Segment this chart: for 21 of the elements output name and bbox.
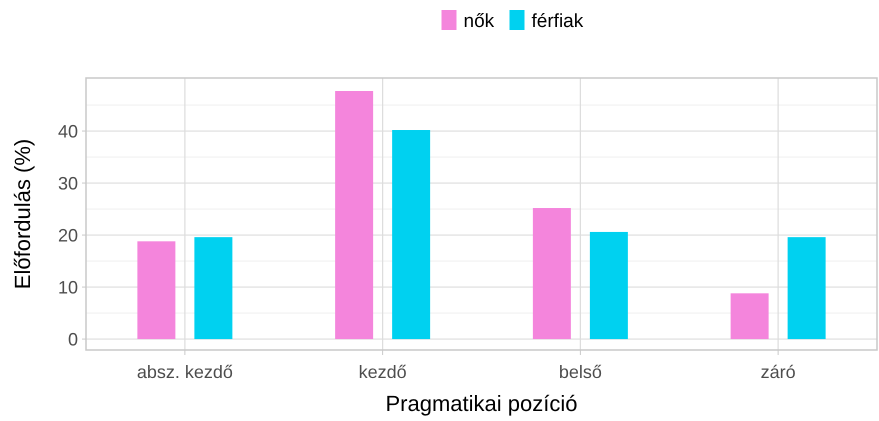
x-tick-label: záró bbox=[760, 362, 796, 382]
x-tick-label: absz. kezdő bbox=[136, 362, 233, 382]
y-axis-title: Előfordulás (%) bbox=[10, 138, 35, 290]
bar bbox=[590, 232, 628, 340]
y-tick-label: 30 bbox=[58, 173, 78, 194]
x-tick-label: belső bbox=[558, 362, 602, 382]
legend-label: férfiak bbox=[532, 11, 584, 32]
y-tick-label: 0 bbox=[68, 329, 78, 350]
bar bbox=[392, 130, 430, 340]
y-tick-label: 20 bbox=[58, 225, 78, 246]
bar bbox=[532, 208, 571, 340]
bar bbox=[137, 241, 176, 340]
bar bbox=[335, 91, 374, 340]
bar bbox=[194, 237, 232, 340]
bar bbox=[788, 237, 826, 340]
x-tick-label: kezdő bbox=[358, 362, 407, 382]
y-tick-label: 10 bbox=[58, 277, 78, 298]
bar bbox=[730, 293, 769, 340]
x-axis-title: Pragmatikai pozíció bbox=[386, 391, 578, 416]
legend-label: nők bbox=[464, 11, 495, 32]
y-tick-label: 40 bbox=[58, 121, 78, 142]
